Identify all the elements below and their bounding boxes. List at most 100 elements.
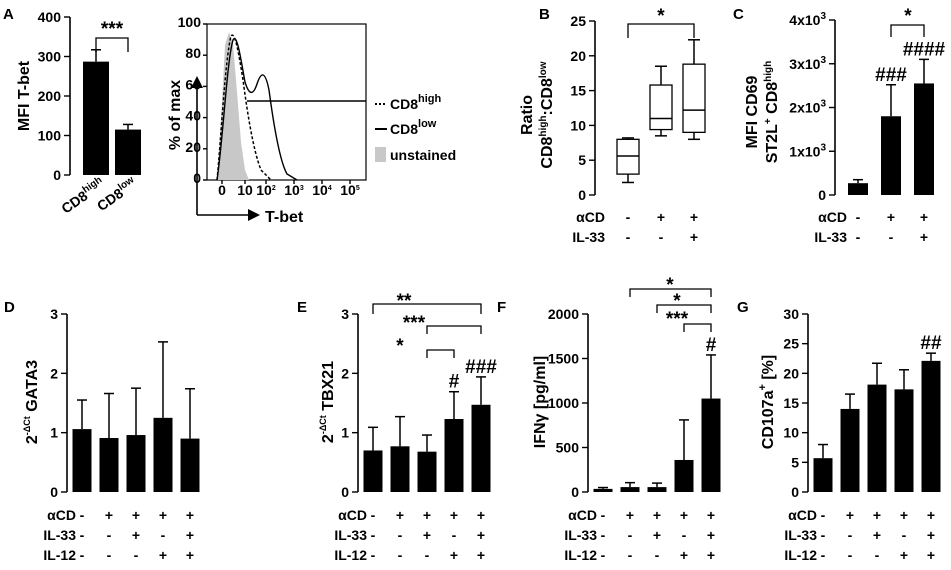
condition-sign: + (186, 547, 194, 563)
y-tick-label: 10 (783, 425, 799, 441)
significance-bracket (656, 304, 712, 313)
legend-swatch-gray (375, 147, 386, 162)
condition-sign: - (821, 547, 826, 563)
ylabel-exponent: -ΔCt (318, 415, 328, 434)
condition-sign: + (680, 507, 688, 523)
ylabel-exponent: -ΔCt (22, 416, 32, 435)
condition-sign: - (601, 547, 606, 563)
condition-sign: + (873, 507, 881, 523)
condition-sign: + (920, 209, 928, 225)
condition-sign: + (626, 507, 634, 523)
condition-sign: - (821, 507, 826, 523)
y-tick-label: 1000 (548, 395, 579, 411)
condition-sign: - (371, 527, 376, 543)
x-tick-label: 105 (340, 182, 360, 198)
condition-sign: - (80, 507, 85, 523)
significance-marker: *** (101, 19, 124, 40)
significance-marker: *** (403, 313, 426, 334)
y-tick-label: 15 (570, 83, 586, 99)
condition-sign: + (653, 527, 661, 543)
condition-sign: - (107, 547, 112, 563)
condition-sign: - (371, 547, 376, 563)
y-tick-label: 1x103 (789, 142, 826, 159)
significance-bracket (426, 349, 455, 358)
significance-marker: * (904, 6, 912, 27)
y-tick-label: 20 (783, 365, 799, 381)
condition-sign: + (159, 507, 167, 523)
bar (153, 417, 173, 492)
condition-sign: - (452, 527, 457, 543)
condition-sign: + (690, 209, 698, 225)
legend-label: CD8high (390, 93, 442, 112)
condition-sign: + (707, 507, 715, 523)
hash-marker: ### (875, 65, 907, 86)
x-tick-base: 10 (256, 182, 272, 198)
condition-sign: + (132, 527, 140, 543)
y-tick-label: 20 (185, 139, 201, 155)
y-axis-label: 2-ΔCt TBX21 (318, 361, 337, 443)
condition-sign: + (186, 507, 194, 523)
box (682, 63, 706, 134)
bar (180, 438, 200, 492)
panel-label: C (733, 6, 744, 23)
condition-label: αCD (576, 209, 605, 225)
bar (914, 83, 934, 195)
condition-sign: + (707, 547, 715, 563)
condition-sign: - (107, 527, 112, 543)
y-tick-base: 3x10 (789, 56, 820, 72)
condition-sign: - (626, 209, 631, 225)
condition-sign: + (653, 507, 661, 523)
condition-label: IL-12 (334, 547, 367, 563)
condition-label: IL-12 (564, 547, 597, 563)
y-tick-exponent: 3 (820, 55, 826, 66)
y-axis-label-line1: MFI CD69 (744, 75, 761, 148)
hash-marker: ## (920, 333, 942, 354)
condition-sign: + (105, 507, 113, 523)
y-tick-label: 3 (341, 306, 349, 322)
significance-marker: ** (397, 291, 412, 312)
significance-bracket (372, 303, 482, 314)
histogram-cd8high (216, 34, 272, 181)
y-tick-label: 100 (178, 14, 202, 30)
condition-sign: - (659, 229, 664, 245)
legend-superscript: low (418, 118, 437, 130)
x-tick-exponent: 3 (300, 185, 304, 192)
bar (840, 408, 860, 492)
condition-sign: + (680, 547, 688, 563)
y-tick-label: 2000 (548, 306, 579, 322)
legend-label: unstained (390, 147, 456, 163)
condition-sign: - (80, 527, 85, 543)
ylabel-main: CD107a (760, 390, 777, 449)
x-tick-label: 104 (312, 182, 332, 198)
y-tick-label: 1 (341, 425, 349, 441)
y-axis-label: CD107a+ [%] (757, 355, 777, 449)
x-tick-base: 10 (284, 182, 300, 198)
bar (115, 129, 141, 175)
significance-marker: *** (666, 309, 689, 330)
condition-sign: - (134, 547, 139, 563)
ylabel-superscript: + (757, 384, 769, 390)
condition-sign: + (477, 547, 485, 563)
condition-sign: - (848, 547, 853, 563)
ylabel-part: CD8 (539, 136, 556, 168)
condition-sign: + (887, 209, 895, 225)
panel-label: F (497, 299, 506, 316)
histogram-frame (206, 23, 367, 181)
bar (701, 398, 721, 492)
bar (126, 435, 146, 492)
y-axis-label-line2: ST2L+ CD8high (763, 61, 781, 164)
condition-sign: + (927, 547, 935, 563)
significance-marker: * (673, 291, 681, 312)
x-axis-label: T-bet (265, 209, 304, 226)
condition-sign: - (161, 527, 166, 543)
condition-sign: + (477, 507, 485, 523)
condition-sign: + (159, 547, 167, 563)
bar (99, 438, 119, 492)
condition-sign: + (396, 507, 404, 523)
condition-sign: - (628, 527, 633, 543)
ylabel-superscript: high (763, 61, 774, 82)
bar (363, 450, 383, 492)
condition-sign: + (707, 527, 715, 543)
condition-sign: + (920, 229, 928, 245)
